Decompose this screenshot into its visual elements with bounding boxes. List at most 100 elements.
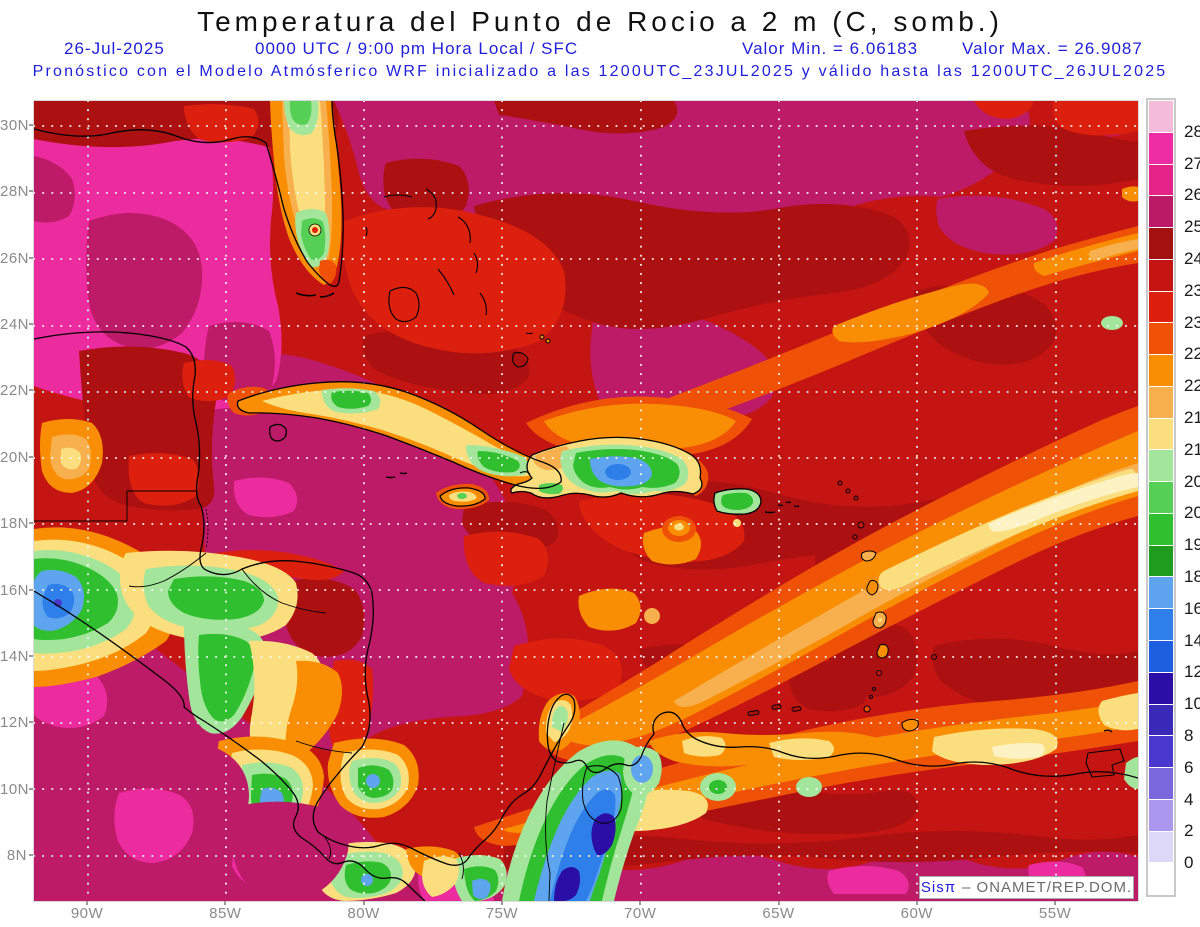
page-title: Temperatura del Punto de Rocio a 2 m (C,…: [197, 6, 1003, 37]
colorbar-segment-8: [1149, 355, 1173, 387]
colorbar-label-6: 6: [1184, 757, 1194, 777]
colorbar-label-4: 4: [1184, 789, 1194, 809]
colorbar-segment-7: [1149, 323, 1173, 356]
streak-main: [539, 406, 1138, 761]
colorbar-label-8: 8: [1184, 726, 1194, 745]
lat-label-12N: 12N: [0, 714, 30, 732]
colorbar-segment-16: [1149, 609, 1173, 642]
lat-tick: [29, 721, 33, 724]
colorbar-label-23.5: 23.5: [1184, 280, 1200, 300]
colorbar-label-22.5: 22.5: [1184, 344, 1200, 364]
colorbar-segment-12: [1149, 482, 1173, 514]
graticule: [32, 99, 1140, 903]
lon-tick: [86, 901, 88, 905]
value-max-label: Valor Max. = 26.9087: [962, 39, 1143, 58]
colorbar-segment-6: [1149, 291, 1173, 324]
lat-label-24N: 24N: [0, 316, 30, 334]
value-min-label: Valor Min. = 6.06183: [742, 39, 919, 58]
lat-tick: [29, 323, 33, 326]
colorbar-label-14: 14: [1184, 630, 1200, 650]
cuba: [227, 381, 562, 489]
lat-label-22N: 22N: [0, 382, 30, 400]
valid-date-label: 26-Jul-2025: [64, 39, 165, 58]
colorbar-segment-5: [1149, 259, 1173, 292]
colorbar-label-20.5: 20.5: [1184, 471, 1200, 491]
colorbar-segment-15: [1149, 577, 1173, 610]
field-brightred: [128, 101, 1138, 754]
colorbar-segment-9: [1149, 386, 1173, 419]
colorbar-segment-3: [1149, 196, 1173, 229]
colorbar-label-19: 19: [1184, 535, 1200, 555]
model-info-label: Pronóstico con el Modelo Atmósferico WRF…: [32, 63, 1168, 80]
colorbar-segment-11: [1149, 450, 1173, 483]
colorbar-segment-0: [1149, 101, 1173, 133]
colorbar-segment-17: [1149, 641, 1173, 673]
colorbar-label-26: 26: [1184, 185, 1200, 205]
colorbar-label-21.5: 21.5: [1184, 408, 1200, 427]
colorbar-segment-20: [1149, 736, 1173, 769]
colorbar-label-22: 22: [1184, 376, 1200, 396]
map-svg: [32, 99, 1140, 903]
lat-label-28N: 28N: [0, 183, 30, 201]
lat-tick: [29, 853, 33, 856]
lat-label-16N: 16N: [0, 581, 30, 599]
lat-tick: [29, 389, 33, 392]
colorbar-segment-10: [1149, 418, 1173, 451]
lat-label-30N: 30N: [0, 117, 30, 134]
colorbar-label-28: 28: [1184, 121, 1200, 141]
gulf-magenta-patches: [34, 156, 275, 402]
lat-label-10N: 10N: [0, 780, 30, 798]
lat-label-8N: 8N: [6, 846, 27, 864]
colorbar-segments: [1149, 101, 1173, 895]
lon-tick: [915, 901, 918, 905]
lat-tick: [29, 256, 33, 259]
colorbar-label-16: 16: [1184, 598, 1200, 618]
colorbar-label-20: 20: [1184, 503, 1200, 523]
lon-label-75W: 75W: [485, 905, 519, 922]
watermark-brand: Sisπ: [920, 879, 957, 896]
valid-time-label: 0000 UTC / 9:00 pm Hora Local / SFC: [255, 39, 579, 58]
colorbar-label-21: 21: [1184, 439, 1200, 459]
central-america: [34, 419, 462, 901]
colorbar-segment-14: [1149, 545, 1173, 578]
colorbar-segment-19: [1149, 704, 1173, 737]
colorbar-label-2: 2: [1184, 821, 1194, 841]
colorbar: [1146, 98, 1176, 897]
lon-label-60W: 60W: [900, 905, 933, 922]
lat-label-20N: 20N: [0, 448, 30, 466]
colorbar-label-10: 10: [1184, 694, 1200, 714]
small-islands: [539, 334, 937, 732]
colorbar-label-27: 27: [1184, 153, 1200, 173]
colorbar-label-25: 25: [1184, 217, 1200, 237]
colorbar-segment-21: [1149, 768, 1173, 800]
colorbar-segment-23: [1149, 831, 1173, 864]
lat-tick: [29, 787, 33, 790]
puerto-rico: [713, 488, 761, 527]
south-america: [86, 693, 662, 901]
coastlines: [33, 100, 1139, 902]
colorbar-label-0: 0: [1184, 853, 1194, 873]
lon-label-55W: 55W: [1038, 905, 1072, 922]
lon-tick: [500, 901, 503, 905]
lon-label-70W: 70W: [624, 905, 657, 922]
colorbar-segment-22: [1149, 799, 1173, 832]
lat-tick: [29, 588, 33, 591]
lon-tick: [639, 901, 642, 905]
florida: [270, 101, 342, 285]
lon-label-90W: 90W: [70, 905, 104, 922]
lat-label-26N: 26N: [0, 249, 30, 267]
colorbar-segment-1: [1149, 132, 1173, 165]
lat-tick: [29, 654, 33, 657]
colorbar-label-23: 23: [1184, 312, 1200, 332]
colorbar-segment-4: [1149, 228, 1173, 260]
mona-spot: [662, 516, 696, 542]
lat-tick: [29, 522, 33, 525]
colorbar-label-12: 12: [1184, 662, 1200, 682]
colorbar-segment-18: [1149, 672, 1173, 705]
colorbar-segment-2: [1149, 164, 1173, 197]
lat-label-18N: 18N: [0, 515, 30, 533]
watermark-badge: Sisπ – ONAMET/REP.DOM.: [919, 876, 1134, 899]
lon-label-85W: 85W: [209, 905, 242, 922]
lon-tick: [362, 901, 365, 905]
lat-label-14N: 14N: [0, 647, 30, 665]
